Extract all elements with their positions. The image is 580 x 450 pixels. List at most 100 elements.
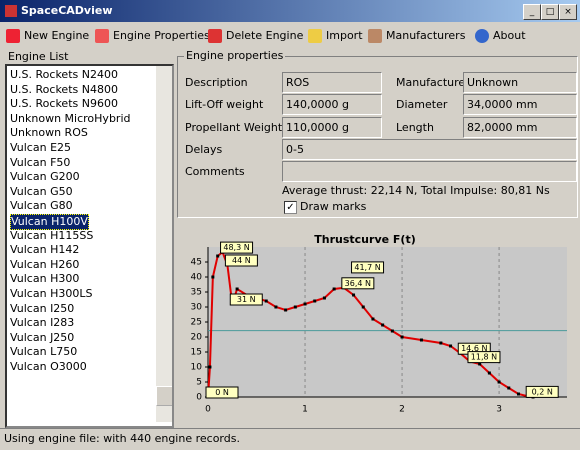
data-point	[322, 296, 326, 300]
annotation-label: 31 N	[237, 295, 256, 304]
y-tick-label: 5	[196, 378, 202, 388]
list-item[interactable]: U.S. Rockets N4800	[10, 82, 118, 96]
list-item[interactable]: Vulcan G50	[10, 184, 73, 198]
list-item[interactable]: U.S. Rockets N2400	[10, 68, 118, 81]
minimize-button[interactable]: _	[523, 4, 541, 20]
list-item[interactable]: Vulcan I283	[10, 316, 75, 330]
field-value: 34,0000 mm	[463, 94, 577, 115]
annotation-label: 41,7 N	[354, 263, 380, 272]
list-item[interactable]: Vulcan H300	[10, 272, 80, 286]
list-item[interactable]: Vulcan O3000	[10, 360, 87, 373]
toolbar-button[interactable]: About	[475, 26, 526, 46]
data-point	[264, 299, 268, 303]
checkbox[interactable]: ✓	[284, 201, 297, 214]
data-point	[208, 365, 212, 369]
list-item[interactable]: Vulcan G80	[10, 199, 73, 213]
data-point	[439, 341, 443, 345]
field-label: Diameter	[396, 98, 448, 111]
button-label: Engine Properties	[113, 29, 210, 42]
list-item[interactable]: Vulcan E25	[10, 141, 72, 154]
annotation-label: 44 N	[232, 256, 251, 265]
annotation-label: 11,8 N	[471, 353, 497, 362]
data-point	[497, 380, 501, 384]
annotation-label: 14,6 N	[461, 344, 487, 353]
button-label: Import	[326, 29, 363, 42]
chart-title: Thrustcurve F(t)	[314, 233, 415, 246]
x-tick-label: 0	[205, 405, 211, 415]
engine-list[interactable]: Vulcan O3000 Vulcan L750 Vulcan J250 Vulcan…	[5, 64, 174, 428]
field-value: 82,0000 mm	[463, 117, 577, 138]
data-point	[371, 317, 375, 321]
annotation-label: 48,3 N	[223, 243, 249, 252]
toolbar-button[interactable]: New Engine	[6, 26, 89, 46]
list-item[interactable]: Vulcan F50	[10, 155, 71, 169]
data-point	[478, 362, 482, 366]
group-title: Engine properties	[184, 49, 286, 62]
chart: Thrustcurve F(t) 0 5 10 15 20 25 30 35 40 45 0 1 2 3 4…	[178, 220, 577, 424]
button-label: About	[493, 29, 526, 42]
field-value: 0-5	[282, 139, 577, 160]
field-label: Propellant Weight	[185, 121, 283, 134]
button-label: Manufacturers	[386, 29, 466, 42]
toolbar-button[interactable]: Delete Engine	[208, 26, 303, 46]
annotation-label: 0 N	[215, 388, 229, 397]
data-point	[235, 287, 239, 291]
data-point	[419, 338, 423, 342]
list-item[interactable]: Vulcan H260	[10, 257, 80, 271]
list-item[interactable]: Vulcan H142	[10, 243, 80, 257]
y-tick-label: 20	[191, 333, 203, 343]
plot-area	[208, 247, 567, 397]
list-label: Engine List	[8, 50, 69, 63]
list-item[interactable]: Vulcan G200	[10, 170, 80, 184]
toolbar-button[interactable]: Manufacturers	[368, 26, 465, 46]
annotation-box	[224, 254, 258, 267]
field-label: Comments	[185, 165, 245, 178]
properties-group	[177, 56, 578, 218]
x-tick-label: 1	[302, 405, 308, 415]
data-point	[216, 254, 220, 258]
list-item[interactable]: Vulcan H115SS	[10, 228, 94, 242]
data-point	[361, 305, 365, 309]
list-item[interactable]: Vulcan J250	[10, 330, 75, 344]
scroll-thumb[interactable]	[156, 386, 172, 406]
y-tick-label: 35	[191, 288, 202, 298]
toolbar-button[interactable]: Engine Properties	[95, 26, 210, 46]
summary: Average thrust: 22,14 N, Total Impulse: …	[282, 184, 550, 197]
field-value: Unknown	[463, 72, 577, 93]
field-label: Length	[396, 121, 434, 134]
data-point	[274, 305, 278, 309]
field-value	[282, 161, 577, 182]
data-point	[293, 305, 297, 309]
list-item[interactable]: Vulcan I250	[10, 301, 75, 315]
field-value: ROS	[282, 72, 382, 93]
x-tick-label: 3	[496, 405, 502, 415]
maximize-button[interactable]: □	[541, 4, 559, 20]
close-button[interactable]: ×	[559, 4, 577, 20]
data-point	[352, 293, 356, 297]
checkbox-label[interactable]: Draw marks	[300, 200, 367, 213]
y-tick-label: 30	[191, 303, 203, 313]
y-tick-label: 10	[191, 363, 203, 373]
list-item[interactable]: Vulcan H300LS	[10, 287, 93, 300]
toolbar-button[interactable]: Import	[308, 26, 363, 46]
annotation-box	[351, 261, 385, 274]
x-tick-label: 2	[399, 405, 405, 415]
list-item[interactable]: U.S. Rockets N9600	[10, 97, 118, 111]
list-item[interactable]: Unknown ROS	[10, 126, 88, 140]
annotation-box	[467, 351, 501, 364]
y-tick-label: 15	[191, 348, 202, 358]
data-point	[303, 302, 307, 306]
annotation-box	[525, 385, 559, 398]
annotation-label: 36,4 N	[345, 279, 371, 288]
list-item[interactable]: Vulcan L750	[10, 345, 78, 359]
title-bar: SpaceCADview	[0, 0, 580, 22]
data-point	[313, 299, 317, 303]
list-item[interactable]: Vulcan H100V	[10, 214, 89, 230]
button-label: New Engine	[24, 29, 90, 42]
list-item[interactable]: Unknown MicroHybrid	[10, 111, 131, 125]
scrollbar[interactable]	[156, 66, 172, 422]
field-label: Delays	[185, 143, 223, 156]
y-tick-label: 25	[191, 318, 202, 328]
field-label: Manufacturer	[396, 76, 470, 89]
